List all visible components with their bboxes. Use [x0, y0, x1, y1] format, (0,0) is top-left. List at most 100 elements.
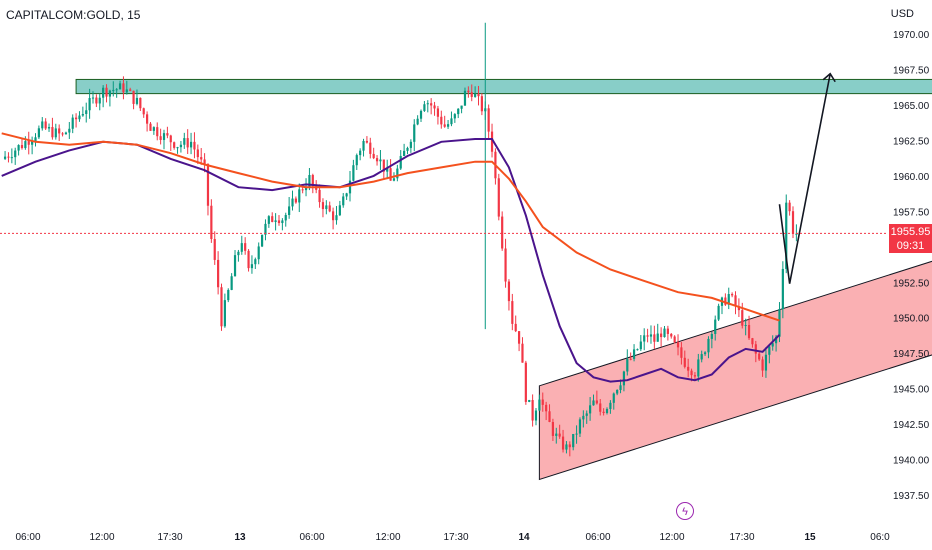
- candle-body: [521, 343, 524, 363]
- arrow-head: [822, 72, 836, 83]
- candle-body: [761, 359, 764, 371]
- candle-body: [135, 97, 139, 104]
- candle-body: [85, 110, 88, 115]
- price-tick: 1970.00: [893, 30, 930, 41]
- time-tick: 14: [518, 532, 530, 543]
- candle-body: [274, 220, 277, 222]
- projection-arrow: [778, 73, 831, 284]
- candle-body: [392, 178, 396, 181]
- time-tick: 17:30: [729, 532, 754, 543]
- candle-body: [250, 264, 254, 269]
- candle-body: [683, 357, 686, 367]
- candle-body: [34, 137, 37, 142]
- candle-body: [112, 89, 115, 91]
- candle-body: [795, 233, 798, 235]
- candle-body: [440, 116, 443, 125]
- candle-body: [646, 335, 649, 337]
- candle-body: [193, 141, 196, 150]
- candle-body: [230, 276, 233, 290]
- candle-body: [3, 156, 7, 159]
- candle-body: [538, 399, 541, 411]
- candle-body: [511, 301, 514, 324]
- candle-body: [673, 336, 676, 343]
- candle-body: [301, 189, 304, 191]
- price-tick: 1950.00: [893, 314, 930, 325]
- candle-body: [74, 117, 78, 120]
- currency-label[interactable]: USD: [890, 8, 914, 20]
- candle-body: [203, 159, 206, 164]
- candle-body: [754, 344, 757, 354]
- candle-body: [443, 124, 446, 127]
- time-axis[interactable]: 06:00 12:00 17:30 13 06:00 12:00 17:30 14 06:00 1…: [15, 532, 890, 543]
- price-tick: 1945.00: [893, 385, 930, 396]
- candle-body: [166, 133, 169, 136]
- candle-body: [602, 411, 605, 414]
- candle-body: [778, 309, 781, 337]
- candle-body: [700, 354, 703, 360]
- candle-body: [95, 97, 98, 104]
- candle-body: [186, 138, 189, 148]
- candle-body: [169, 135, 172, 143]
- candle-body: [348, 180, 352, 194]
- price-tick: 1942.50: [893, 420, 930, 431]
- candle-body: [450, 118, 453, 125]
- candle-body: [622, 371, 626, 386]
- candle-body: [372, 153, 375, 159]
- candle-body: [396, 168, 399, 179]
- candle-body: [568, 444, 571, 448]
- candle-body: [132, 90, 135, 104]
- candle-body: [572, 433, 575, 448]
- candle-body: [152, 127, 155, 131]
- candle-body: [189, 141, 193, 148]
- candle-body: [534, 410, 538, 421]
- candle-body: [507, 281, 511, 302]
- candle-body: [331, 211, 335, 221]
- candle-body: [703, 352, 707, 355]
- candle-body: [37, 128, 40, 138]
- candle-body: [7, 156, 10, 158]
- candle-body: [649, 334, 653, 337]
- candle-body: [707, 338, 710, 353]
- time-tick: 15: [804, 532, 816, 543]
- candle-body: [747, 325, 751, 339]
- candle-body: [20, 145, 24, 149]
- candle-body: [288, 206, 291, 216]
- time-tick: 12:00: [659, 532, 684, 543]
- candle-body: [91, 97, 95, 99]
- lightning-icon[interactable]: ϟ: [676, 502, 694, 520]
- candle-body: [551, 422, 555, 436]
- candle-body: [254, 259, 257, 265]
- candle-body: [460, 105, 463, 109]
- candle-body: [64, 132, 68, 135]
- resistance-zone: [75, 78, 932, 95]
- candle-body: [791, 211, 795, 234]
- candle-body: [345, 193, 348, 197]
- candle-body: [734, 295, 737, 307]
- candle-body: [744, 325, 747, 327]
- candle-body: [233, 255, 237, 277]
- candle-body: [653, 334, 656, 342]
- drawings-layer: [75, 78, 932, 481]
- candle-body: [477, 93, 480, 97]
- candle-body: [433, 105, 436, 109]
- price-tick: 1940.00: [893, 456, 930, 467]
- candle-body: [362, 140, 365, 151]
- candle-body: [632, 349, 636, 359]
- candle-body: [105, 87, 108, 97]
- candle-body: [51, 127, 54, 138]
- symbol-title[interactable]: CAPITALCOM:GOLD, 15: [6, 8, 141, 22]
- price-tick: 1957.50: [893, 207, 930, 218]
- candle-body: [693, 375, 697, 377]
- time-tick: 12:00: [375, 532, 400, 543]
- candle-body: [419, 110, 423, 119]
- candle-body: [240, 243, 243, 252]
- candle-body: [260, 234, 264, 247]
- time-tick: 17:30: [443, 532, 468, 543]
- candle-body: [430, 103, 433, 106]
- candle-body: [375, 158, 379, 162]
- candle-body: [196, 149, 199, 158]
- candle-body: [41, 121, 44, 129]
- candle-body: [17, 145, 20, 151]
- candle-body: [575, 433, 578, 435]
